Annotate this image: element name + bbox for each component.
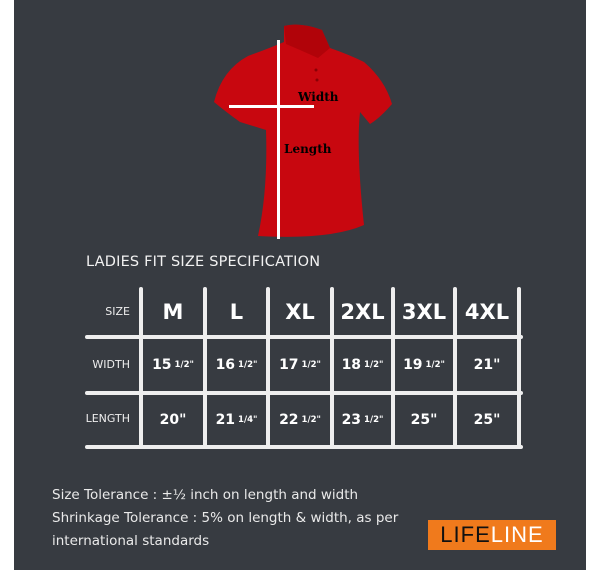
width-value: 21" [473,357,501,373]
width-label: Width [297,90,339,104]
shrinkage-tolerance-note-cont: international standards [52,533,210,549]
grid-hline [85,391,523,395]
width-fraction: 1/2" [364,360,384,370]
length-cell: 23 1/2" [334,396,391,444]
length-value: 22 [279,412,299,428]
shrinkage-tolerance-note: Shrinkage Tolerance : 5% on length & wid… [52,510,399,526]
length-cell: 25" [457,396,517,444]
length-value: 25" [410,412,438,428]
width-fraction: 1/2" [425,360,445,370]
length-fraction: 1/4" [238,415,258,425]
width-fraction: 1/2" [301,360,321,370]
length-value: 23 [341,412,362,428]
size-header-cell: XL [285,300,315,324]
length-measure-line [277,40,280,239]
logo-part1: LIFE [440,522,491,547]
logo-part2: LINE [490,522,544,547]
grid-hline [85,335,523,339]
grid-vline [139,287,143,449]
size-header-cell: L [229,300,244,324]
size-header-cell: M [162,300,184,324]
length-cell: 25" [395,396,453,444]
width-cell: 17 1/2" [270,341,330,389]
grid-hline [85,445,523,449]
length-value: 21 [215,412,236,428]
grid-vline [453,287,457,449]
size-tolerance-note: Size Tolerance : ±½ inch on length and w… [52,487,359,503]
grid-vline [330,287,334,449]
row-label-width: WIDTH [92,358,130,371]
polo-shirt-diagram: Width Length [214,24,392,239]
polo-shirt-image [214,24,392,237]
width-cell: 21" [457,341,517,389]
length-cell: 21 1/4" [207,396,266,444]
length-fraction: 1/2" [301,415,321,425]
size-header-cell: 4XL [464,300,510,324]
size-header-cell: 3XL [401,300,447,324]
lifeline-logo: LIFE LINE [428,520,556,550]
width-value: 17 [279,357,299,373]
grid-vline [266,287,270,449]
width-cell: 15 1/2" [143,341,203,389]
width-value: 15 [152,357,172,373]
width-value: 18 [341,357,362,373]
table-title: LADIES FIT SIZE SPECIFICATION [86,254,321,270]
length-label: Length [284,142,332,156]
width-cell: 16 1/2" [207,341,266,389]
grid-vline [517,287,521,449]
size-header-cell: 2XL [340,300,385,324]
width-cell: 18 1/2" [334,341,391,389]
length-value: 20" [159,412,187,428]
length-fraction: 1/2" [364,415,384,425]
row-label-length: LENGTH [85,412,130,425]
row-label-size: SIZE [105,305,130,318]
width-measure-line [229,105,314,108]
length-value: 25" [473,412,501,428]
grid-vline [391,287,395,449]
grid-vline [203,287,207,449]
width-fraction: 1/2" [174,360,194,370]
width-fraction: 1/2" [238,360,258,370]
width-value: 16 [215,357,236,373]
collar [284,24,330,59]
length-cell: 20" [143,396,203,444]
width-cell: 19 1/2" [395,341,453,389]
length-cell: 22 1/2" [270,396,330,444]
width-value: 19 [403,357,423,373]
